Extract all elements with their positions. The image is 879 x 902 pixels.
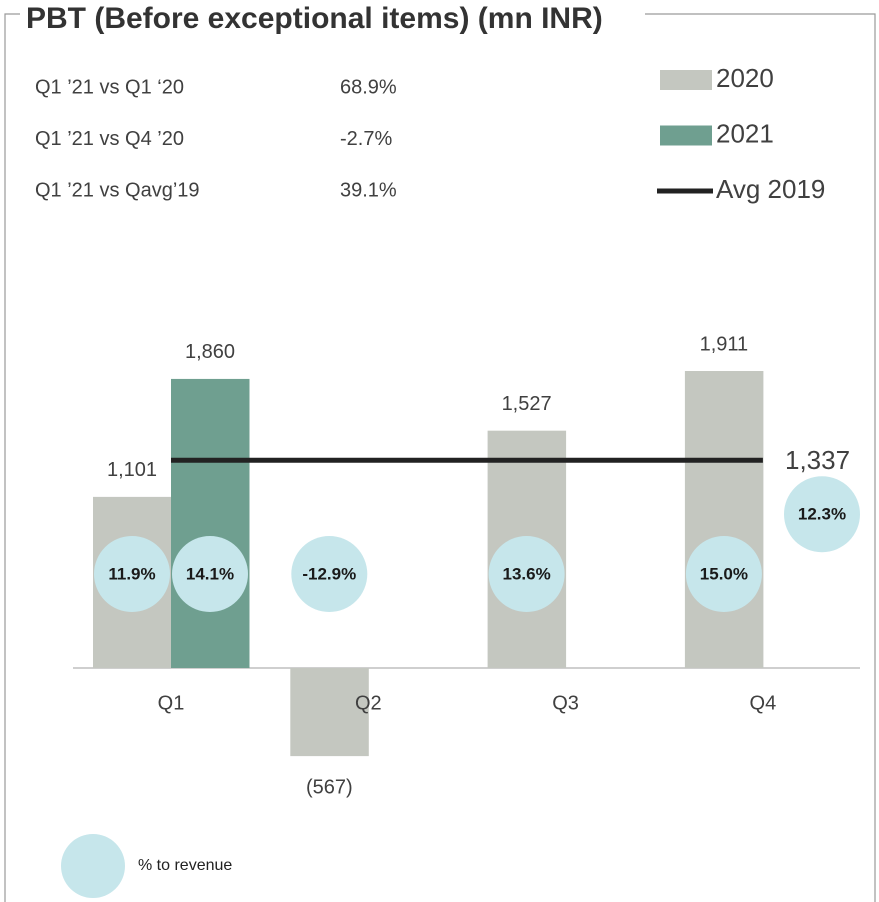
- legend-label: Avg 2019: [716, 174, 825, 204]
- share-circle: [685, 536, 762, 612]
- value-label: 1,860: [185, 341, 235, 363]
- comparison-value: -2.7%: [340, 128, 392, 150]
- value-label: 1,911: [700, 333, 749, 355]
- comparison-label: Q1 ’21 vs Q4 ’20: [35, 128, 184, 150]
- share-legend-label: % to revenue: [138, 857, 232, 874]
- share-circle: [291, 536, 368, 612]
- value-label: (567): [306, 776, 353, 798]
- share-label: 15.0%: [700, 564, 748, 583]
- share-label: -12.9%: [302, 564, 356, 583]
- comparison-value: 39.1%: [340, 179, 397, 201]
- comparison-label: Q1 ’21 vs Q1 ‘20: [35, 76, 184, 98]
- value-label: 1,527: [502, 393, 552, 415]
- frame: [4, 13, 876, 902]
- legend-swatch: [660, 70, 712, 90]
- share-circle: [172, 536, 248, 612]
- x-tick-label: Q2: [355, 692, 382, 714]
- share-label: 14.1%: [186, 564, 234, 583]
- comparison-value: 68.9%: [340, 76, 397, 98]
- share-legend-swatch: [61, 834, 125, 898]
- x-tick-label: Q4: [750, 692, 777, 714]
- legend-label: 2020: [716, 63, 774, 93]
- comparison-label: Q1 ’21 vs Qavg’19: [35, 179, 200, 201]
- legend-swatch: [660, 125, 712, 146]
- value-label: 1,101: [107, 459, 157, 481]
- chart-title: PBT (Before exceptional items) (mn INR): [26, 2, 603, 35]
- share-label: 12.3%: [798, 505, 846, 524]
- share-circle: [784, 476, 860, 553]
- bar: [171, 378, 250, 668]
- share-circle: [94, 536, 170, 612]
- share-circle: [488, 536, 565, 612]
- share-label: 11.9%: [108, 564, 155, 583]
- bar: [290, 668, 369, 757]
- average-label: 1,337: [785, 445, 850, 475]
- share-label: 13.6%: [502, 564, 550, 583]
- x-tick-label: Q3: [552, 692, 579, 714]
- bar: [684, 371, 764, 668]
- x-tick-label: Q1: [158, 692, 185, 714]
- legend-label: 2021: [716, 118, 774, 148]
